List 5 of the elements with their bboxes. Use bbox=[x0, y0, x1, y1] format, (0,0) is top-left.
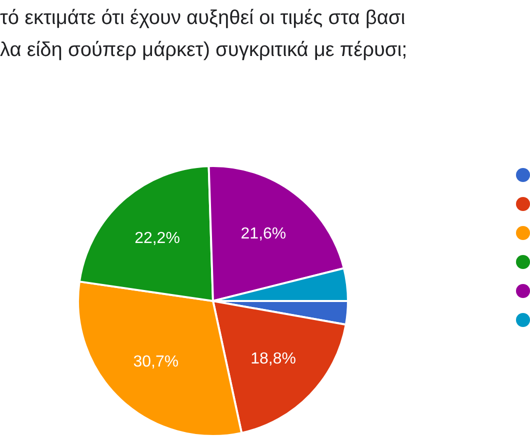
chart-title: τό εκτιμάτε ότι έχουν αυξηθεί οι τιμές στα βασι λα είδη σούπερ μάρκετ) συγκριτικά με πέρυσι; bbox=[0, 6, 408, 63]
data-label: 21,6% bbox=[240, 226, 286, 243]
data-label: 30,7% bbox=[133, 354, 179, 371]
data-label: 18,8% bbox=[250, 350, 296, 368]
data-label: 22,2% bbox=[134, 230, 180, 247]
